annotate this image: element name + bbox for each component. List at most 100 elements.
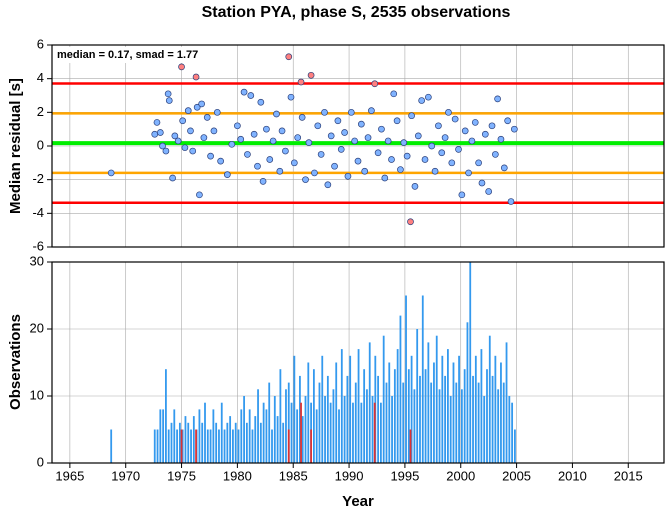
data-point <box>364 134 372 141</box>
bar <box>170 422 173 463</box>
bar <box>335 362 338 463</box>
y-tick-label: 4 <box>37 70 44 85</box>
bar <box>441 355 444 463</box>
data-point <box>378 125 385 133</box>
bar <box>332 389 335 463</box>
data-point <box>156 129 164 136</box>
y-tick-label: 0 <box>37 137 44 152</box>
data-point <box>488 122 496 130</box>
data-point <box>107 169 115 177</box>
y-tick-label: -2 <box>32 171 44 186</box>
bar <box>190 429 192 463</box>
bar <box>402 382 405 463</box>
data-point <box>151 130 159 138</box>
data-point <box>247 92 255 99</box>
bar <box>184 416 187 463</box>
bar <box>212 409 215 463</box>
data-point <box>354 157 362 165</box>
bar <box>293 355 296 463</box>
data-point <box>184 107 192 115</box>
data-point <box>393 117 401 125</box>
data-point <box>347 108 355 116</box>
bar <box>433 362 435 463</box>
data-point <box>269 137 277 145</box>
x-tick-label: 1965 <box>55 468 84 483</box>
data-point <box>192 73 200 81</box>
y-axis-label: Observations <box>7 314 24 410</box>
x-tick-label: 2010 <box>558 468 587 483</box>
bar <box>368 342 371 463</box>
data-point <box>174 137 182 145</box>
data-point <box>421 156 429 163</box>
bar <box>382 335 385 463</box>
y-tick-label: -6 <box>32 238 44 253</box>
bar <box>204 402 206 463</box>
bar <box>268 382 271 463</box>
data-point <box>451 115 459 123</box>
bar <box>173 409 176 463</box>
data-point <box>441 134 449 141</box>
x-tick-label: 2015 <box>614 468 643 483</box>
data-point <box>237 135 245 143</box>
bar <box>176 429 178 463</box>
bar <box>209 429 212 463</box>
bar <box>178 422 181 463</box>
y-tick-label: 2 <box>37 104 44 119</box>
y-axis-label: Median residual [s] <box>7 78 24 214</box>
annotation: median = 0.17, smad = 1.77 <box>57 49 198 61</box>
data-point <box>165 97 173 104</box>
bar <box>180 429 183 463</box>
bar <box>215 422 218 463</box>
data-point <box>425 93 432 101</box>
bar <box>287 429 290 463</box>
bar <box>229 416 232 463</box>
bar <box>449 396 452 463</box>
bar <box>508 396 511 463</box>
bar <box>279 369 282 463</box>
bar <box>282 422 285 463</box>
data-point <box>179 117 187 125</box>
bar <box>237 429 240 463</box>
data-point <box>397 166 404 173</box>
data-point <box>307 71 315 79</box>
bar <box>307 362 310 463</box>
bar <box>444 375 447 463</box>
bar <box>245 422 248 463</box>
bar <box>262 402 265 463</box>
data-point <box>371 80 379 88</box>
bar <box>511 402 514 463</box>
data-point <box>368 107 375 115</box>
bar <box>391 396 393 463</box>
y-tick-label: 20 <box>30 320 44 335</box>
bar <box>486 369 488 463</box>
bar <box>505 342 508 463</box>
bar <box>373 402 376 463</box>
bar <box>326 375 329 463</box>
data-point <box>408 112 415 120</box>
bar <box>357 349 360 463</box>
data-point <box>250 130 258 138</box>
y-tick-label: 6 <box>37 36 44 51</box>
bar <box>371 396 374 463</box>
bar <box>458 355 460 463</box>
data-point <box>358 120 365 128</box>
data-point <box>428 142 436 150</box>
bar <box>472 375 474 463</box>
bar <box>318 382 321 463</box>
bar <box>409 429 412 463</box>
data-point <box>189 147 197 155</box>
bar <box>447 349 449 463</box>
bar <box>393 369 396 463</box>
bar <box>500 362 502 463</box>
bar <box>110 429 113 463</box>
x-axis-label: Year <box>342 493 374 510</box>
bar <box>324 396 326 463</box>
data-point <box>481 130 489 138</box>
bar <box>304 396 307 463</box>
bar <box>301 416 304 463</box>
bar <box>416 329 419 463</box>
bar <box>226 422 229 463</box>
data-point <box>344 172 352 180</box>
data-point <box>298 114 306 121</box>
data-point <box>458 191 466 199</box>
